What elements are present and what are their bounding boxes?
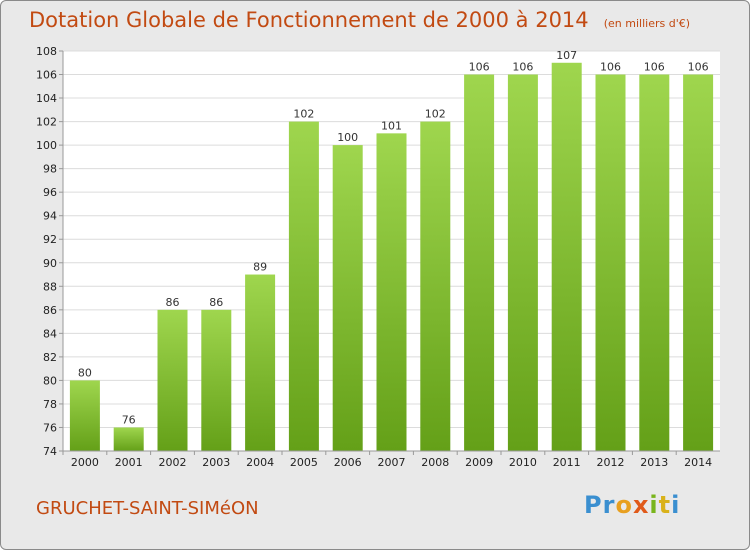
- x-tick-label: 2001: [115, 456, 143, 469]
- data-label: 100: [337, 131, 358, 144]
- x-tick-label: 2014: [684, 456, 712, 469]
- data-label: 76: [122, 413, 136, 426]
- y-tick-label: 94: [43, 210, 57, 223]
- data-label: 101: [381, 119, 402, 132]
- x-tick-label: 2012: [597, 456, 625, 469]
- data-label: 80: [78, 366, 92, 379]
- data-label: 86: [166, 296, 180, 309]
- data-label: 89: [253, 261, 267, 274]
- bar: [683, 74, 714, 451]
- x-tick-label: 2007: [378, 456, 406, 469]
- y-tick-label: 90: [43, 257, 57, 270]
- y-tick-label: 100: [36, 139, 57, 152]
- bar: [201, 309, 232, 451]
- bar: [464, 74, 495, 451]
- y-axis-ticks: 74 76 78 80 82 84 86 88 90 92 94 96 98 100 102 104 106 10…: [36, 45, 63, 458]
- x-tick-label: 2003: [202, 456, 230, 469]
- bar: [288, 121, 319, 452]
- bar: [551, 62, 582, 451]
- bar: [245, 274, 276, 451]
- y-tick-label: 84: [43, 327, 57, 340]
- commune-name: GRUCHET-SAINT-SIMéON: [36, 498, 259, 519]
- bar: [595, 74, 626, 451]
- x-tick-label: 2002: [159, 456, 187, 469]
- y-tick-label: 88: [43, 280, 57, 293]
- bar: [332, 145, 363, 451]
- data-label: 102: [425, 108, 446, 121]
- y-tick-label: 76: [43, 421, 57, 434]
- logo-part: o: [615, 491, 633, 519]
- data-label: 106: [512, 61, 533, 74]
- data-label: 106: [688, 61, 709, 74]
- bar: [69, 380, 100, 451]
- y-tick-label: 98: [43, 163, 57, 176]
- chart-subtitle: (en milliers d'€): [603, 17, 691, 30]
- data-label: 106: [600, 61, 621, 74]
- x-tick-label: 2013: [640, 456, 668, 469]
- y-tick-label: 80: [43, 374, 57, 387]
- x-tick-label: 2006: [334, 456, 362, 469]
- y-tick-label: 86: [43, 304, 57, 317]
- bar: [507, 74, 538, 451]
- bar: [113, 427, 144, 451]
- x-tick-label: 2005: [290, 456, 318, 469]
- data-label: 106: [644, 61, 665, 74]
- y-tick-label: 102: [36, 116, 57, 129]
- x-tick-label: 2000: [71, 456, 99, 469]
- y-tick-label: 108: [36, 45, 57, 58]
- logo-part: i: [649, 491, 659, 519]
- data-label: 107: [556, 49, 577, 62]
- chart-title: Dotation Globale de Fonctionnement de 20…: [29, 8, 589, 32]
- y-tick-label: 92: [43, 233, 57, 246]
- y-tick-label: 78: [43, 398, 57, 411]
- title-row: Dotation Globale de Fonctionnement de 20…: [29, 8, 690, 32]
- bars: [69, 62, 714, 452]
- y-tick-label: 96: [43, 186, 57, 199]
- x-tick-label: 2008: [421, 456, 449, 469]
- data-label: 106: [469, 61, 490, 74]
- bar: [157, 309, 188, 451]
- proxiti-logo: Proxiti: [584, 491, 680, 519]
- x-tick-label: 2011: [553, 456, 581, 469]
- bar: [639, 74, 670, 451]
- logo-part: x: [632, 491, 650, 519]
- logo-part: Pr: [584, 491, 616, 519]
- y-tick-label: 104: [36, 92, 57, 105]
- data-label: 86: [209, 296, 223, 309]
- x-tick-label: 2010: [509, 456, 537, 469]
- value-labels: 80 76 86 86 89 102 100 101 102 106 106 107 106 106 106: [78, 49, 709, 427]
- logo-part: t: [658, 491, 672, 519]
- logo-part: i: [671, 491, 681, 519]
- bar: [420, 121, 451, 452]
- data-label: 102: [293, 108, 314, 121]
- x-tick-label: 2004: [246, 456, 274, 469]
- y-tick-label: 82: [43, 351, 57, 364]
- bar: [376, 133, 407, 451]
- x-tick-label: 2009: [465, 456, 493, 469]
- y-tick-label: 74: [43, 445, 57, 458]
- y-tick-label: 106: [36, 69, 57, 82]
- x-axis-ticks: 2000 2001 2002 2003 2004 2005 2006 2007 2008 2009…: [62, 451, 712, 469]
